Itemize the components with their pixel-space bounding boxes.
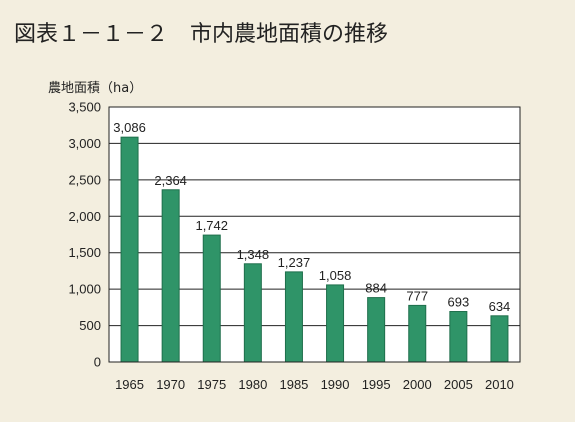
data-labels: 3,086 2,364 1,742 1,348 1,237 1,058 884 777 693 6… [113, 120, 510, 314]
y-tick-label: 500 [79, 318, 101, 333]
bars [120, 136, 509, 363]
data-label-1985: 1,237 [278, 255, 311, 270]
bar-2000 [408, 304, 427, 363]
x-tick-labels: 1965 1970 1975 1980 1985 1990 1995 2000 2005 2010 [115, 377, 514, 392]
y-tick-label: 3,000 [68, 136, 101, 151]
bar-1995 [367, 297, 386, 363]
x-tick-label: 1975 [197, 377, 226, 392]
bar-1985 [284, 271, 303, 363]
x-tick-label: 1980 [238, 377, 267, 392]
bar-1980 [243, 263, 262, 363]
y-tick-label: 1,000 [68, 282, 101, 297]
data-label-1990: 1,058 [319, 268, 352, 283]
bar-1990 [326, 284, 345, 363]
bar-2005 [449, 311, 468, 363]
bar-1975 [202, 234, 221, 363]
x-tick-label: 2005 [444, 377, 473, 392]
x-tick-label: 2010 [485, 377, 514, 392]
x-tick-label: 2000 [403, 377, 432, 392]
y-tick-label: 2,500 [68, 172, 101, 187]
data-label-1975: 1,742 [195, 218, 228, 233]
y-tick-label: 0 [94, 355, 101, 370]
figure-title: 図表１－１－２ 市内農地面積の推移 [14, 22, 388, 47]
y-tick-labels: 0 500 1,000 1,500 2,000 2,500 3,000 3,500 [68, 100, 101, 370]
data-label-1980: 1,348 [237, 247, 270, 262]
bar-2010 [490, 315, 509, 363]
y-tick-label: 1,500 [68, 245, 101, 260]
data-label-1970: 2,364 [154, 173, 187, 188]
x-tick-label: 1985 [279, 377, 308, 392]
x-tick-label: 1970 [156, 377, 185, 392]
bar-1965 [120, 136, 139, 363]
y-axis-label: 農地面積（ha） [48, 81, 142, 96]
bar-1970 [161, 189, 180, 363]
y-tick-label: 3,500 [68, 100, 101, 115]
data-label-1965: 3,086 [113, 120, 146, 135]
x-tick-label: 1995 [362, 377, 391, 392]
data-label-1995: 884 [365, 281, 387, 296]
x-tick-label: 1990 [321, 377, 350, 392]
data-label-2010: 634 [489, 299, 511, 314]
data-label-2000: 777 [406, 288, 428, 303]
x-tick-label: 1965 [115, 377, 144, 392]
y-tick-label: 2,000 [68, 209, 101, 224]
plot-frame [108, 106, 521, 363]
data-label-2005: 693 [447, 295, 469, 310]
